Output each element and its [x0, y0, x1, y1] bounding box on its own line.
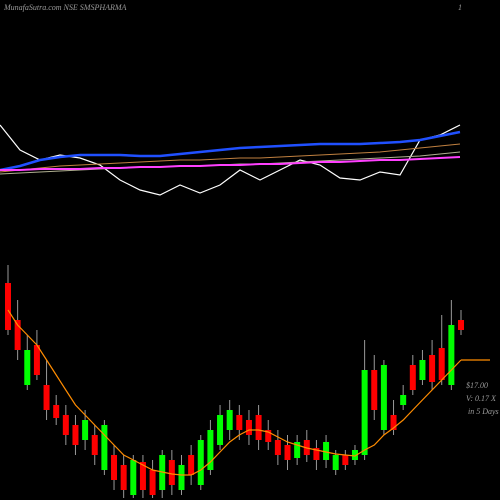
chart-title: MunafaSutra.com NSE SMSPHARMA — [3, 3, 127, 12]
candle-body — [245, 420, 252, 435]
candle-body — [458, 320, 464, 330]
candle-body — [120, 465, 127, 490]
candle-body — [5, 283, 11, 330]
candle-body — [284, 445, 291, 460]
candle-body — [332, 455, 339, 470]
candle-body — [226, 410, 233, 430]
candle-body — [361, 370, 368, 455]
candle-body — [323, 442, 330, 460]
candle-body — [53, 405, 60, 418]
candle-body — [274, 440, 281, 455]
candle-body — [188, 455, 195, 475]
candle-body — [197, 440, 204, 485]
candle-body — [429, 355, 436, 382]
candle-body — [168, 460, 175, 485]
candle-body — [43, 385, 50, 410]
candle-body — [14, 320, 21, 350]
candle-body — [24, 350, 31, 385]
moving-average — [7, 309, 462, 476]
annotation: in 5 Days — [468, 407, 499, 416]
candle-body — [101, 425, 108, 470]
candle-body — [72, 425, 79, 445]
candle-body — [265, 430, 272, 442]
candle-body — [207, 430, 214, 470]
candle-body — [351, 450, 358, 460]
candle-body — [149, 470, 156, 495]
candle-body — [33, 345, 40, 375]
candle-body — [139, 462, 146, 490]
candle-body — [400, 395, 407, 405]
series-line — [0, 156, 461, 171]
candle-body — [438, 348, 445, 380]
candle-body — [62, 415, 69, 435]
annotation: V: 0.17 X — [466, 394, 497, 403]
candle-body — [91, 435, 98, 455]
candle-body — [371, 370, 378, 410]
candle-body — [390, 415, 397, 430]
candle-body — [178, 465, 185, 490]
candle-body — [255, 415, 262, 440]
candle-body — [409, 365, 416, 390]
series-line — [0, 143, 461, 173]
series-line — [0, 124, 461, 196]
candle-body — [342, 455, 349, 465]
candle-body — [380, 365, 387, 430]
series-line — [0, 130, 461, 172]
candle-body — [294, 442, 301, 458]
candle-body — [82, 420, 89, 440]
corner-label: 1 — [458, 3, 462, 12]
candle-body — [217, 415, 224, 445]
candle-body — [448, 325, 455, 385]
candle-body — [419, 360, 426, 380]
candle-body — [236, 415, 243, 430]
candle-body — [130, 460, 137, 495]
annotation: $17.00 — [466, 381, 488, 390]
candle-body — [313, 448, 320, 460]
candle-body — [111, 455, 118, 480]
